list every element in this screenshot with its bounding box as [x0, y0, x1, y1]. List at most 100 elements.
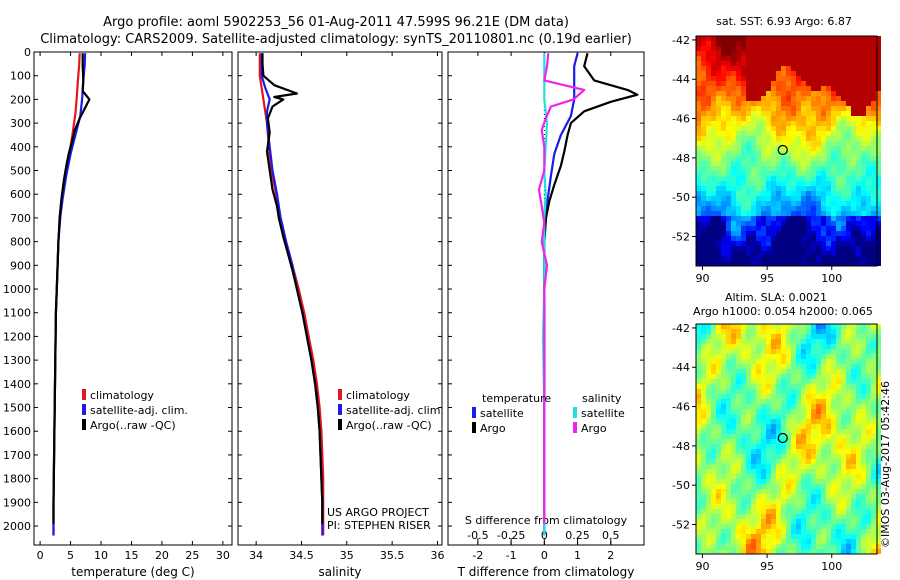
y-tick-label: 1900	[3, 496, 31, 509]
y-tick-label: 800	[10, 236, 31, 249]
x-tick-label: 5	[67, 549, 74, 562]
legend-swatch	[573, 422, 577, 433]
y-tick-label: 700	[10, 212, 31, 225]
map-y-tick-label: -46	[672, 401, 690, 414]
map-y-tick-label: -42	[672, 322, 690, 335]
series-line-argo-raw-qc-	[261, 53, 324, 524]
map-x-tick-label: 100	[821, 560, 842, 573]
y-tick-label: 1200	[3, 330, 31, 343]
legend-swatch	[573, 407, 577, 418]
legend-title-salinity: salinity	[582, 392, 622, 405]
legend-swatch	[472, 407, 476, 418]
x2-tick-label: -0.25	[497, 529, 525, 542]
x-tick-label: 34.5	[289, 549, 314, 562]
y-tick-label: 300	[10, 117, 31, 130]
y-tick-label: 900	[10, 259, 31, 272]
map-x-tick-label: 90	[695, 560, 709, 573]
x-tick-label: 25	[185, 549, 199, 562]
map-x-tick-label: 95	[760, 272, 774, 285]
legend-label: Argo	[581, 422, 607, 435]
x-tick-label: 20	[155, 549, 169, 562]
temperature-panel: 0100200300400500600700800900100011001200…	[3, 46, 233, 579]
y-tick-label: 600	[10, 188, 31, 201]
y-tick-label: 2000	[3, 520, 31, 533]
map-y-tick-label: -46	[672, 113, 690, 126]
y-tick-label: 1600	[3, 425, 31, 438]
map-y-tick-label: -48	[672, 440, 690, 453]
legend-swatch	[338, 389, 342, 400]
x-axis-label: temperature (deg C)	[71, 565, 194, 579]
x-tick-label: 36	[430, 549, 444, 562]
x-tick-label: 15	[124, 549, 138, 562]
sst-map-panel: -42 -44 -46 -48 -50 -52 90 95 100 sat. SST: 6.93 …	[672, 15, 881, 285]
header-line-2: Climatology: CARS2009. Satellite-adjuste…	[40, 32, 632, 47]
series-line-salinity-argo	[537, 53, 586, 524]
imos-stamp: ©IMOS 03-Aug-2017 05:42:46	[879, 381, 892, 548]
map-y-tick-label: -48	[672, 152, 690, 165]
sla-map-title: Altim. SLA: 0.0021	[725, 291, 827, 304]
difference-panel: -2 -1 0 1 2 T difference from climatology -0.5…	[447, 51, 645, 579]
annotation-text: PI: STEPHEN RISER	[327, 519, 431, 532]
x2-axis-label: S difference from climatology	[465, 514, 628, 527]
legend-label: satellite	[480, 407, 524, 420]
x-tick-label: 0	[541, 549, 548, 562]
map-frame	[695, 35, 878, 267]
y-tick-label: 1100	[3, 307, 31, 320]
y-tick-label: 0	[24, 46, 31, 59]
argo-location-marker	[777, 432, 788, 444]
map-y-tick-label: -52	[672, 519, 690, 532]
legend-swatch	[82, 389, 86, 400]
legend-title-temperature: temperature	[482, 392, 551, 405]
sst-map-title: sat. SST: 6.93 Argo: 6.87	[716, 15, 852, 28]
map-y-tick-label: -44	[672, 73, 690, 86]
legend-label: Argo(..raw -QC)	[90, 419, 176, 432]
map-heatmap	[696, 324, 881, 554]
series-line-argo-raw-qc-	[52, 53, 91, 524]
y-tick-label: 1500	[3, 402, 31, 415]
y-tick-label: 1300	[3, 354, 31, 367]
x-tick-label: 2	[607, 549, 614, 562]
argo-location-marker	[777, 144, 788, 156]
salinity-panel: 34 34.5 35 35.5 36 salinity climatology satelli…	[237, 51, 444, 579]
legend-label: satellite	[581, 407, 625, 420]
legend-label: climatology	[346, 389, 410, 402]
y-tick-label: 1400	[3, 378, 31, 391]
x-tick-label: 10	[94, 549, 108, 562]
x2-tick-label: -0.5	[467, 529, 488, 542]
y-tick-label: 1800	[3, 473, 31, 486]
y-tick-label: 1700	[3, 449, 31, 462]
x-tick-label: 35.5	[380, 549, 405, 562]
x-tick-label: 0	[37, 549, 44, 562]
x-axis-label: T difference from climatology	[457, 565, 635, 579]
legend-label: Argo(..raw -QC)	[346, 419, 432, 432]
map-x-tick-label: 95	[760, 560, 774, 573]
legend-swatch	[472, 422, 476, 433]
legend-swatch	[82, 404, 86, 415]
x-tick-label: 30	[216, 549, 230, 562]
sla-map-subtitle: Argo h1000: 0.054 h2000: 0.065	[693, 305, 873, 318]
map-frame	[695, 323, 878, 555]
map-heatmap	[696, 36, 881, 266]
annotation-text: US ARGO PROJECT	[327, 506, 429, 519]
x2-tick-label: 0.5	[602, 529, 620, 542]
x-tick-label: 34	[249, 549, 263, 562]
map-y-tick-label: -42	[672, 34, 690, 47]
y-tick-label: 1000	[3, 283, 31, 296]
map-x-tick-label: 90	[695, 272, 709, 285]
x-tick-label: -2	[472, 549, 483, 562]
map-y-tick-label: -50	[672, 191, 690, 204]
legend-label: satellite-adj. clim.	[346, 404, 444, 417]
y-tick-label: 500	[10, 165, 31, 178]
x-tick-label: 1	[574, 549, 581, 562]
sla-map-panel: -42 -44 -46 -48 -50 -52 90 95 100 Altim. SLA: 0.0…	[672, 291, 881, 573]
x-tick-label: -1	[506, 549, 517, 562]
legend-label: Argo	[480, 422, 506, 435]
legend-swatch	[338, 419, 342, 430]
plot-frame	[237, 51, 443, 546]
x-tick-label: 35	[340, 549, 354, 562]
x-axis-label: salinity	[318, 565, 361, 579]
y-tick-label: 400	[10, 141, 31, 154]
map-x-tick-label: 100	[821, 272, 842, 285]
x2-tick-label: 0.25	[565, 529, 590, 542]
